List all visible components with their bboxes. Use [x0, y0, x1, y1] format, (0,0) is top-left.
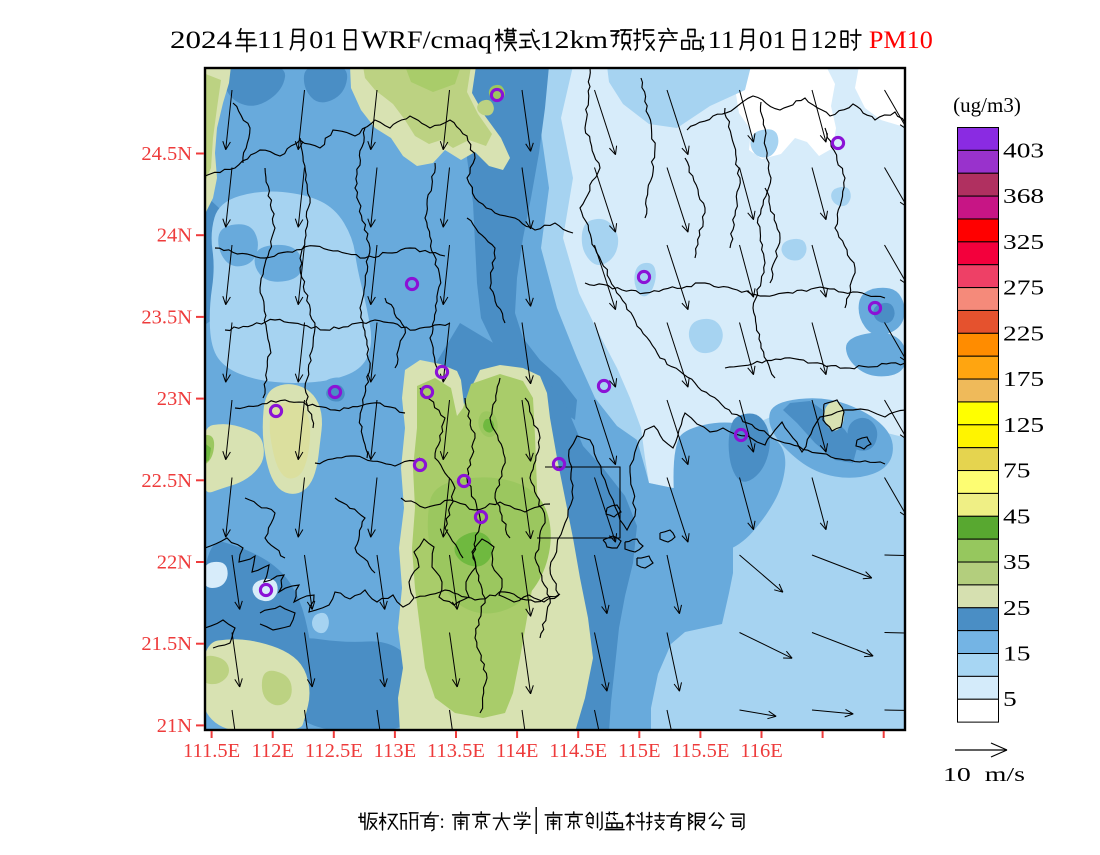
svg-text:225: 225: [1003, 321, 1044, 345]
svg-text:114.5E: 114.5E: [549, 740, 607, 762]
svg-text:;: ;: [700, 26, 706, 54]
svg-text:23N: 23N: [157, 388, 193, 410]
svg-text:24N: 24N: [157, 225, 193, 247]
svg-text:WRF/cmaq: WRF/cmaq: [361, 26, 492, 54]
svg-text:45: 45: [1003, 504, 1030, 528]
svg-text:12km: 12km: [539, 26, 608, 54]
svg-text:115E: 115E: [618, 740, 661, 762]
svg-text:113.5E: 113.5E: [427, 740, 485, 762]
svg-text::: :: [440, 811, 445, 833]
svg-text:5: 5: [1003, 687, 1017, 711]
svg-text:175: 175: [1003, 367, 1044, 391]
svg-text:113E: 113E: [374, 740, 417, 762]
svg-text:2024: 2024: [170, 26, 232, 54]
svg-text:(ug/m3): (ug/m3): [953, 93, 1021, 117]
svg-text:403: 403: [1003, 138, 1044, 162]
svg-text:275: 275: [1003, 276, 1044, 300]
svg-text:35: 35: [1003, 550, 1030, 574]
svg-text:PM10: PM10: [869, 26, 933, 54]
svg-text:15: 15: [1003, 642, 1030, 666]
svg-text:368: 368: [1003, 184, 1044, 208]
svg-text:111.5E: 111.5E: [183, 740, 240, 762]
svg-text:25: 25: [1003, 596, 1030, 620]
svg-text:75: 75: [1003, 459, 1030, 483]
svg-text:11: 11: [257, 26, 285, 54]
svg-text:115.5E: 115.5E: [671, 740, 729, 762]
svg-text:22N: 22N: [157, 552, 193, 574]
svg-text:116E: 116E: [740, 740, 783, 762]
svg-text:01: 01: [759, 26, 786, 54]
svg-text:112E: 112E: [251, 740, 294, 762]
svg-text:21N: 21N: [157, 715, 193, 737]
svg-text:21.5N: 21.5N: [141, 633, 192, 655]
svg-text:24.5N: 24.5N: [141, 143, 192, 165]
svg-text:01: 01: [309, 26, 337, 54]
svg-text:10 m/s: 10 m/s: [943, 764, 1025, 786]
svg-text:22.5N: 22.5N: [141, 470, 192, 492]
svg-text:23.5N: 23.5N: [141, 306, 192, 328]
svg-text:125: 125: [1003, 413, 1044, 437]
svg-text:112.5E: 112.5E: [305, 740, 363, 762]
svg-text:11: 11: [708, 26, 735, 54]
svg-text:12: 12: [810, 26, 837, 54]
svg-text:325: 325: [1003, 230, 1044, 254]
svg-text:114E: 114E: [496, 740, 539, 762]
